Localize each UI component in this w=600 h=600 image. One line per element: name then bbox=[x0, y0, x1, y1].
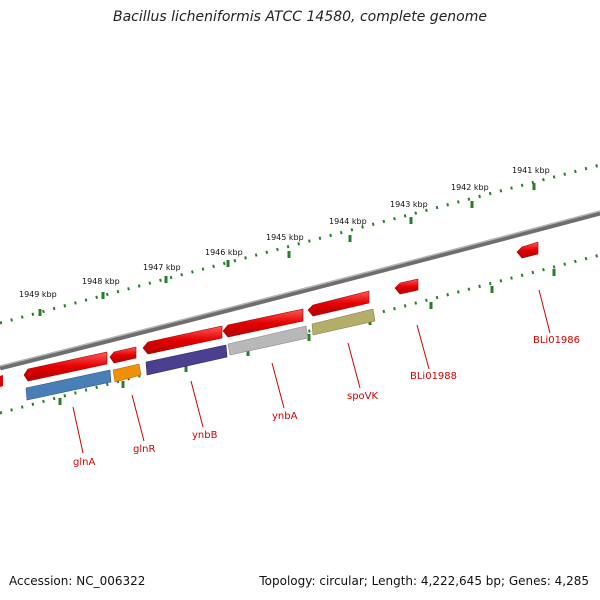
genome-summary: Topology: circular; Length: 4,222,645 bp… bbox=[259, 574, 589, 588]
gene-forward-7[interactable] bbox=[394, 278, 419, 295]
gene-forward-3[interactable] bbox=[109, 346, 137, 364]
kbp-label-1942: 1942 kbp bbox=[451, 183, 489, 192]
gene-forward-2[interactable] bbox=[23, 351, 108, 382]
gene-forward-8[interactable] bbox=[516, 241, 539, 259]
gene-leader-lines bbox=[72, 289, 551, 454]
map-title: Bacillus licheniformis ATCC 14580, compl… bbox=[113, 9, 487, 25]
gene-ynbB[interactable] bbox=[145, 344, 228, 376]
gene-forward-4[interactable] bbox=[142, 325, 223, 355]
accession-label: Accession: NC_006322 bbox=[9, 574, 146, 588]
kbp-label-1948: 1948 kbp bbox=[82, 277, 120, 286]
kbp-label-1946: 1946 kbp bbox=[205, 248, 243, 257]
gene-label-ynbA: ynbA bbox=[272, 411, 298, 422]
kbp-label-1943: 1943 kbp bbox=[390, 200, 428, 209]
kbp-label-1941: 1941 kbp bbox=[512, 166, 550, 175]
gene-forward-6[interactable] bbox=[307, 290, 370, 317]
forward-genes bbox=[0, 241, 539, 387]
gene-ynbA[interactable] bbox=[227, 325, 309, 356]
gene-label-glnR: glnR bbox=[133, 444, 155, 455]
gene-label-glnA: glnA bbox=[73, 457, 95, 468]
gene-glnA[interactable] bbox=[25, 369, 112, 401]
gene-forward-5[interactable] bbox=[222, 308, 304, 338]
kbp-label-1945: 1945 kbp bbox=[266, 233, 304, 242]
gene-glnR[interactable] bbox=[112, 363, 142, 383]
gene-forward-1[interactable] bbox=[0, 375, 3, 387]
genome-backbone bbox=[0, 210, 600, 371]
outer-scale-track bbox=[0, 163, 600, 325]
gene-spoVK[interactable] bbox=[311, 308, 376, 336]
kbp-label-1944: 1944 kbp bbox=[329, 217, 367, 226]
reverse-genes bbox=[25, 308, 376, 401]
gene-label-BLi01988: BLi01988 bbox=[410, 371, 457, 382]
kbp-label-1947: 1947 kbp bbox=[143, 263, 181, 272]
gene-label-ynbB: ynbB bbox=[192, 430, 218, 441]
gene-label-spoVK: spoVK bbox=[347, 391, 379, 402]
outer-major-ticks bbox=[38, 183, 536, 316]
kbp-label-1949: 1949 kbp bbox=[19, 290, 57, 299]
gene-label-BLi01986: BLi01986 bbox=[533, 335, 580, 346]
